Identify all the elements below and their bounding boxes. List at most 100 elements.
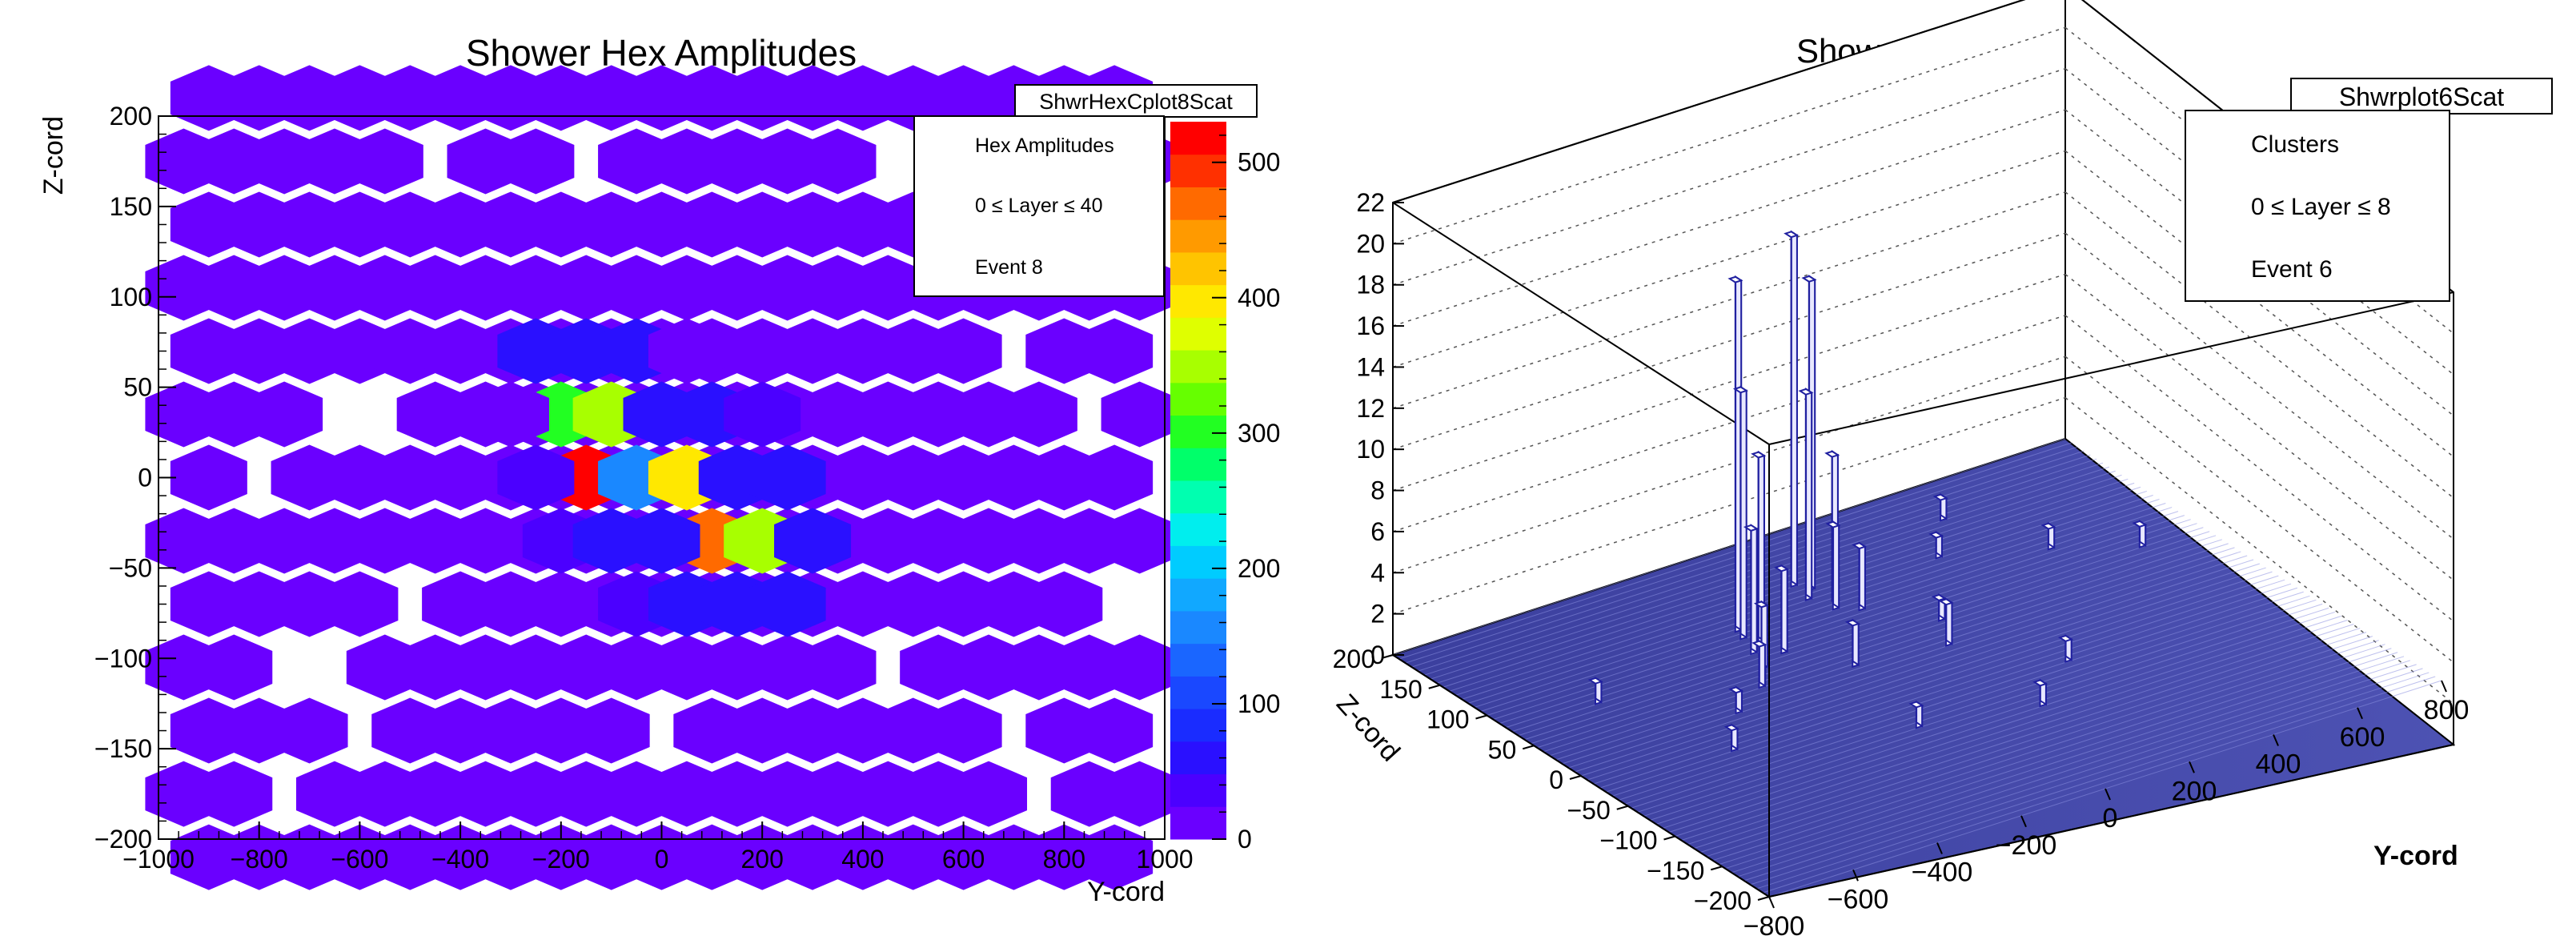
lego-bar-top	[1932, 493, 1948, 501]
hex-cell	[623, 508, 700, 574]
hex-background-cell	[572, 697, 650, 764]
z-gridline-back	[1392, 232, 2066, 450]
color-scale-tick-label: 400	[1238, 283, 1280, 312]
hex-background-cell	[1000, 381, 1077, 448]
right-x-axis-label: Y-cord	[2373, 841, 2458, 871]
color-scale-ticks: 0 100 200 300 400 500	[1212, 135, 1280, 854]
y-cord-axis-line	[1768, 744, 2454, 898]
floor-gridline	[1681, 624, 2354, 842]
left-x-tick-label: 1000	[1136, 845, 1193, 874]
color-scale-segment	[1170, 512, 1226, 546]
z-cord-tick-label: 150	[1379, 675, 1422, 704]
z-gridline-back	[1392, 150, 2066, 368]
left-x-axis: −1000 −800 −600 −400 −200 0 200 400 600 800 1000	[122, 821, 1194, 874]
y-cord-tick-label: 400	[2256, 749, 2301, 780]
hex-background-cell	[1101, 761, 1178, 827]
left-stats-box	[913, 115, 1165, 297]
floor-gridline	[1606, 575, 2279, 793]
hex-background-cell	[925, 697, 1002, 764]
left-y-axis-label: Z-cord	[38, 116, 69, 195]
floor-gridline	[1562, 547, 2235, 765]
lego-bar-top	[1753, 601, 1769, 609]
hex-cell	[648, 318, 725, 384]
hex-background-cell	[195, 761, 273, 827]
z-cord-tick-label: 200	[1333, 645, 1375, 673]
floor-gridline	[1480, 494, 2153, 712]
y-cord-tick-label: 200	[2172, 776, 2217, 806]
left-y-tick-label: 200	[110, 102, 152, 131]
color-scale-segment	[1170, 284, 1226, 318]
lego-bar-side	[1780, 564, 1788, 653]
lego-bar-top	[1824, 450, 1840, 458]
left-y-tick-label: −150	[94, 734, 152, 763]
z-cord-tick	[1522, 745, 1535, 750]
left-x-tick-label: 600	[942, 845, 985, 874]
y-cord-tick	[2105, 788, 2111, 801]
left-stats-line-3: Event 8	[975, 256, 1043, 279]
floor-gridline	[1675, 620, 2348, 837]
z-axis-tick-label: 18	[1356, 271, 1385, 299]
z-gridline-back	[1392, 273, 2066, 492]
floor-gridline	[1624, 587, 2297, 805]
z-gridline-back	[1392, 191, 2066, 409]
lego-bar-side	[1758, 639, 1766, 688]
z-gridline-right	[2064, 68, 2454, 376]
hex-cell	[471, 381, 549, 448]
floor-gridline	[1467, 486, 2141, 704]
z-cord-tick-label: 50	[1488, 735, 1517, 764]
left-y-axis: −200 −150 −100 −50 0 50 100 150 200	[94, 102, 176, 854]
floor-gridline	[1662, 611, 2335, 829]
color-scale-tick-label: 100	[1238, 689, 1280, 718]
color-scale-segment	[1170, 480, 1226, 514]
lego-bar	[1932, 492, 1948, 522]
lego-bar-top	[2040, 522, 2056, 530]
lego-bar-side	[1945, 597, 1953, 646]
right-hist-name-box	[2290, 78, 2553, 114]
box-edge	[1392, 0, 2026, 203]
y-cord-tick-label: −800	[1743, 911, 1805, 942]
color-scale-segment	[1170, 806, 1226, 840]
hex-background-cell	[799, 128, 877, 195]
left-x-tick-label: 0	[655, 845, 669, 874]
lego-bar-top	[1825, 520, 1841, 528]
y-cord-tick	[2357, 707, 2363, 720]
lego-bar	[1587, 676, 1603, 705]
shower-clusters-panel: Shower Clusters 0246810121416182022−800−…	[1330, 0, 2553, 942]
hex-background-cell	[1076, 318, 1154, 384]
lego-bar-top	[1751, 640, 1767, 648]
color-scale-segment	[1170, 448, 1226, 481]
lego-bar-top	[1798, 388, 1814, 396]
right-stats-box	[2185, 110, 2450, 302]
lego-bar-top	[2032, 679, 2048, 687]
left-stats-line-1: Hex Amplitudes	[975, 135, 1114, 157]
hex-background-cell	[1076, 824, 1154, 890]
color-scale-tick-label: 200	[1238, 554, 1280, 583]
y-cord-tick	[2020, 815, 2027, 828]
hex-amplitude-panel: Shower Hex Amplitudes −1000 −800 −600 −400−…	[38, 32, 1280, 907]
left-x-tick-label: −600	[331, 845, 388, 874]
lego-bar-top	[1723, 724, 1739, 732]
floor-gridline	[1575, 555, 2248, 773]
left-y-tick-label: −100	[94, 644, 152, 673]
lego-bar-top	[1801, 275, 1817, 283]
hex-background-cell	[497, 128, 575, 195]
lego-bar-side	[1739, 385, 1747, 639]
floor-gridline	[1693, 632, 2367, 850]
right-stats-line-1: Clusters	[2251, 131, 2339, 158]
floor-gridline	[1411, 450, 2084, 668]
z-gridline-right	[2064, 356, 2454, 663]
floor-gridline	[1543, 535, 2217, 753]
z-axis-tick-label: 20	[1356, 229, 1385, 258]
z-gridline-back	[1392, 109, 2066, 327]
lego-bar-top	[1852, 542, 1868, 550]
lego-bar	[1723, 723, 1739, 753]
left-x-tick-label: −800	[231, 845, 288, 874]
left-x-tick-label: −400	[431, 845, 489, 874]
lego-bar-side	[1852, 618, 1860, 667]
z-gridline-back	[1392, 396, 2066, 615]
y-cord-tick-label: −200	[1996, 830, 2057, 861]
floor-gridline	[1430, 462, 2104, 680]
z-gridline-right	[2064, 150, 2454, 458]
floor-gridline	[1699, 636, 2373, 854]
floor-gridline	[1668, 615, 2341, 833]
